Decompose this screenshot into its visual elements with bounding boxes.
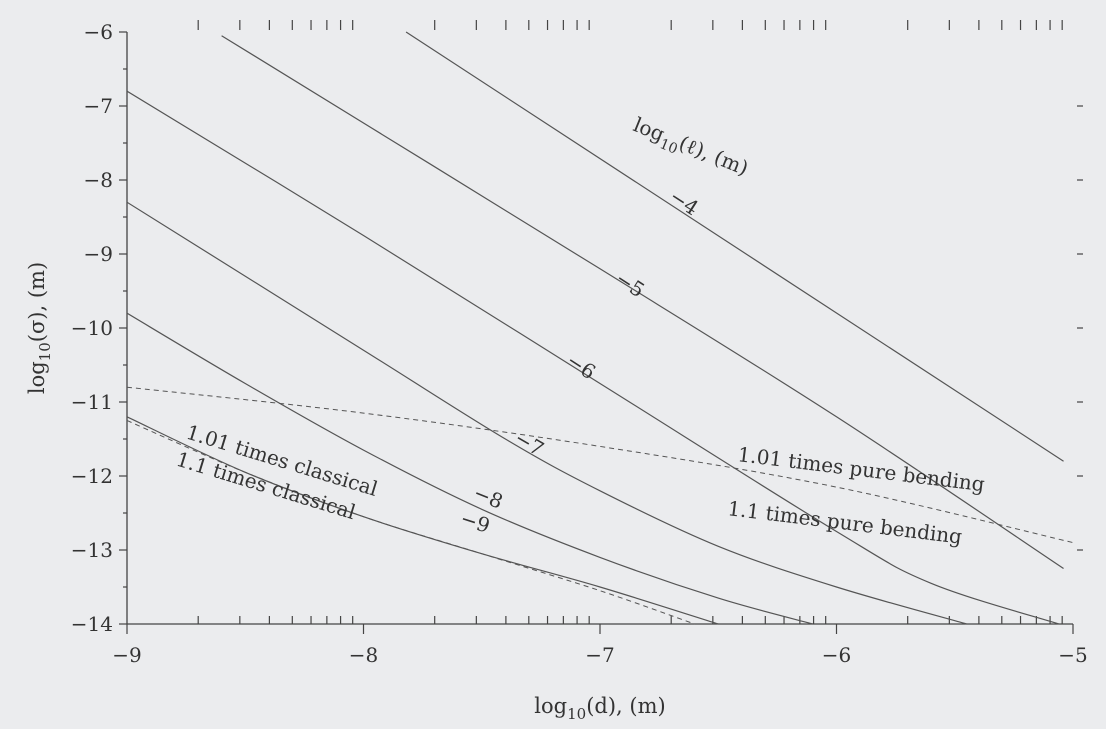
legend-title-arg: (ℓ), (m) <box>676 131 752 180</box>
series-line-0 <box>405 31 1064 462</box>
y-tick-label: −6 <box>84 20 113 44</box>
y-tick-label: −14 <box>71 612 113 636</box>
ticks <box>119 20 1083 634</box>
y-tick-label: −11 <box>71 390 113 414</box>
x-tick-label: −5 <box>1058 643 1087 667</box>
x-tick-label: −9 <box>112 643 141 667</box>
series-line-4 <box>126 312 814 625</box>
y-axis-title-sub: 10 <box>36 342 54 361</box>
legend-title: log10(ℓ), (m) <box>628 112 752 184</box>
series-line-1 <box>221 35 1064 569</box>
y-axis-title-arg: (σ), (m) <box>25 262 49 342</box>
x-axis-title: log10(d), (m) <box>534 694 665 723</box>
series-line-3 <box>126 201 967 625</box>
curve-label-neg5: −5 <box>611 266 649 302</box>
x-axis-title-prefix: log <box>534 694 567 718</box>
y-axis-title: log10(σ), (m) <box>25 262 54 394</box>
y-tick-label: −12 <box>71 464 113 488</box>
y-axis-title-prefix: log <box>25 361 49 394</box>
y-tick-label: −10 <box>71 316 113 340</box>
tick-labels: −6 −7 −8 −9 −10 −11 −12 −13 −14 −9 −8 −7 −6 −5 <box>71 20 1088 667</box>
x-axis-title-sub: 10 <box>567 705 586 723</box>
curve-label-neg4: −4 <box>665 184 703 220</box>
x-tick-label: −7 <box>585 643 614 667</box>
curve-label-neg9: −9 <box>457 506 492 538</box>
x-tick-label: −8 <box>349 643 378 667</box>
series-group <box>126 31 1074 625</box>
curve-label-neg6: −6 <box>562 348 600 384</box>
legend-title-sub: 10 <box>657 136 680 158</box>
y-tick-label: −7 <box>84 94 113 118</box>
annotation-pure-bending-11: 1.1 times pure bending <box>726 496 963 549</box>
y-tick-label: −13 <box>71 538 113 562</box>
annotation-pure-bending-101: 1.01 times pure bending <box>736 442 986 496</box>
curve-label-neg7: −7 <box>511 426 549 462</box>
series-line-7 <box>126 420 695 625</box>
y-tick-label: −8 <box>84 168 113 192</box>
series-line-2 <box>126 90 1059 625</box>
x-axis-title-arg: (d), (m) <box>586 694 665 718</box>
series-line-6 <box>126 386 1074 544</box>
y-tick-label: −9 <box>84 242 113 266</box>
x-tick-label: −6 <box>822 643 851 667</box>
